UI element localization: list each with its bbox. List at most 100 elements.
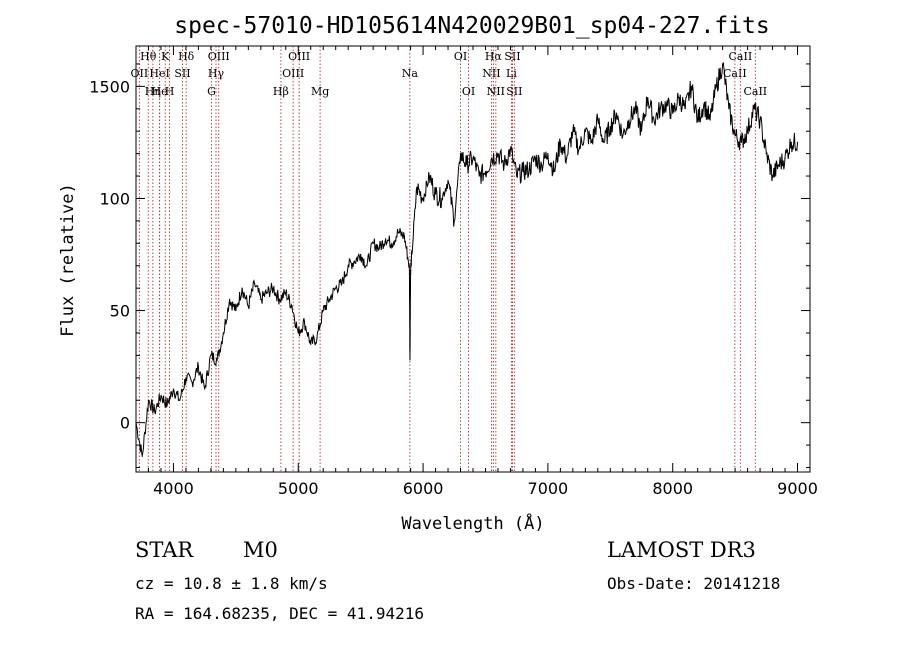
flux-point-108 [790,141,792,144]
flux-point-55 [459,153,462,155]
flux-point-6 [172,388,175,390]
flux-point-63 [509,148,512,150]
flux-point-10 [197,366,200,368]
line-label-24: SII [506,85,522,98]
flux-point-106 [778,164,780,166]
flux-point-96 [715,85,717,87]
flux-point-7 [179,399,181,401]
line-label-15: Mg [311,85,329,98]
flux-point-89 [672,112,674,114]
x-axis-label: Wavelength (Å) [401,512,544,534]
flux-point-86 [653,119,655,121]
flux-point-50 [428,175,430,177]
flux-point-74 [578,148,580,150]
flux-point-87 [659,108,661,110]
flux-point-18 [247,305,249,307]
flux-point-97 [722,63,724,65]
flux-point-21 [266,292,268,294]
flux-point-105 [771,175,774,177]
flux-point-95 [709,119,711,121]
flux-point-22 [272,287,274,289]
y-axis-label: Flux (relative) [58,183,78,337]
flux-point-60 [491,157,493,159]
line-label-12: Hβ [273,85,289,98]
flux-point-67 [534,157,537,159]
flux-point-23 [278,298,281,300]
line-label-0: Hθ [140,50,157,63]
flux-point-9 [191,381,193,383]
flux-point-15 [229,298,231,300]
line-label-4: HeI [149,67,169,80]
flux-point-77 [597,119,599,121]
flux-point-43 [403,235,405,238]
flux-point-4 [160,395,162,397]
flux-point-19 [253,283,256,285]
flux-point-68 [541,164,543,166]
flux-point-83 [634,108,636,110]
flux-point-8 [185,377,187,379]
flux-point-76 [590,141,593,144]
flux-point-3 [154,410,156,413]
line-label-13: OIII [282,67,304,80]
flux-point-80 [615,112,618,114]
line-label-23: SII [504,50,520,63]
flux-point-84 [640,130,643,132]
flux-point-28 [310,343,312,345]
line-label-20: Hα [485,50,503,63]
line-label-19: NII [482,67,500,80]
flux-point-49 [422,197,424,200]
flux-point-14 [222,332,224,334]
flux-point-53 [447,179,449,182]
flux-point-38 [372,242,374,244]
flux-point-35 [353,260,356,262]
flux-point-39 [378,247,380,249]
cz-value: cz = 10.8 ± 1.8 km/s [135,574,328,593]
y-tick-label-1: 50 [110,302,130,321]
flux-point-31 [328,298,331,300]
flux-point-51 [434,193,437,195]
chart-title: spec-57010-HD105614N420029B01_sp04-227.f… [174,13,769,39]
line-label-9: G [207,85,216,98]
x-tick-label-5: 9000 [777,479,818,498]
flux-point-54 [453,220,455,222]
line-label-17: OI [454,50,467,63]
x-tick-label-3: 7000 [528,479,569,498]
survey-label: LAMOST DR3 [607,538,756,562]
flux-point-30 [322,309,324,312]
flux-point-29 [316,336,318,339]
flux-point-65 [522,170,524,173]
x-tick-label-1: 5000 [278,479,319,498]
flux-point-45 [409,359,411,361]
flux-point-17 [241,287,243,289]
flux-point-99 [734,135,736,137]
line-label-6: H [165,85,175,98]
flux-point-85 [647,96,649,99]
flux-point-98 [728,108,730,110]
flux-point-57 [472,157,474,159]
flux-point-20 [260,298,262,300]
flux-point-101 [746,130,749,132]
line-label-8: Hδ [178,50,195,63]
spectral-lines: HθOIIHηHeHeIKHSIIHδGHγOIIIHβOIIIOIIIMgNa… [131,46,767,472]
flux-point-24 [285,292,287,294]
flux-point-71 [559,141,561,144]
flux-point-93 [697,119,699,121]
flux-point-61 [497,153,499,155]
line-label-16: Na [402,67,419,80]
flux-point-2 [147,399,150,401]
flux-point-103 [759,119,761,121]
line-label-11: OIII [208,50,230,63]
flux-point-42 [397,231,399,233]
flux-point-73 [572,130,574,132]
flux-point-26 [297,332,299,334]
flux-point-41 [391,242,393,244]
flux-point-82 [628,119,630,121]
flux-point-70 [553,170,555,173]
flux-point-90 [678,96,680,99]
y-tick-label-3: 1500 [89,77,130,96]
flux-point-46 [409,269,412,271]
flux-point-40 [385,238,387,240]
line-label-21: NII [487,85,505,98]
flux-point-62 [503,164,505,166]
flux-point-34 [347,265,349,267]
